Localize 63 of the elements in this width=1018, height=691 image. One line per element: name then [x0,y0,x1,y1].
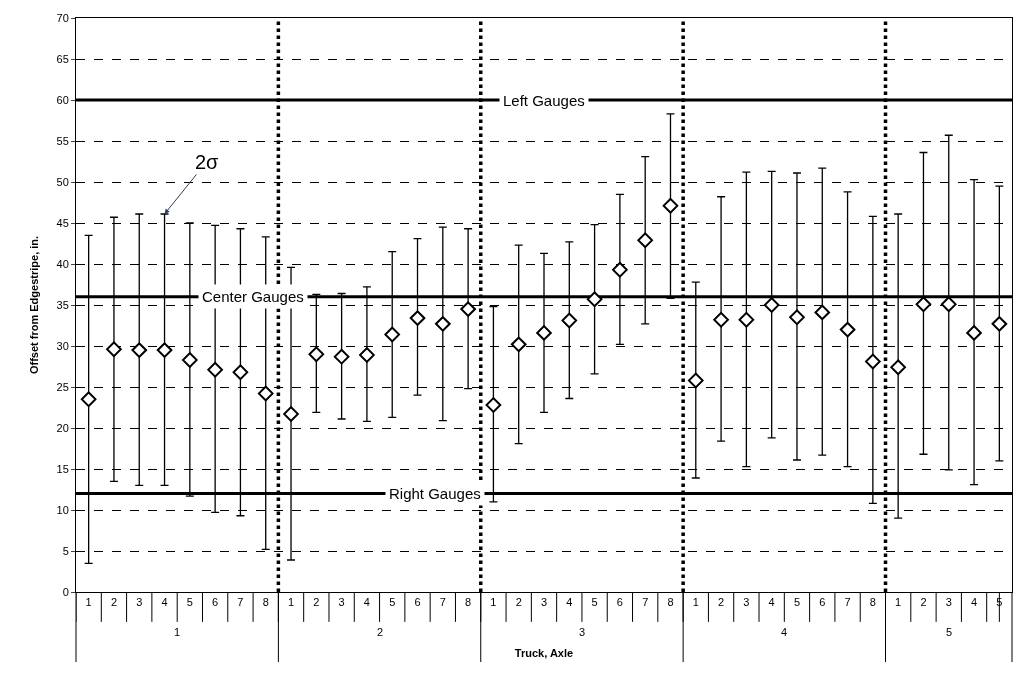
x-tick-label: 3 [338,596,345,609]
y-tick-label: 40 [56,257,69,270]
y-tick-label: 70 [56,11,69,24]
y-tick-label: 45 [56,216,69,229]
x-tick-label: 2 [718,596,725,609]
x-tick-label: 1 [895,596,902,609]
y-axis-title: Offset from Edgestripe, in. [28,235,41,375]
x-tick-label: 4 [566,596,573,609]
x-tick-label: 5 [186,596,193,609]
x-tick-label: 8 [869,596,876,609]
x-tick-label: 4 [970,596,978,609]
x-tick-label: 5 [793,596,801,609]
x-tick-label: 3 [743,596,750,609]
x-axis-title: Truck, Axle [514,647,574,660]
x-tick-label: 8 [667,596,674,609]
x-tick-label: 2 [515,596,522,609]
y-tick-label: 35 [56,298,69,311]
x-tick-label: 6 [414,596,421,609]
text: 2 [377,626,384,638]
x-tick-label: 7 [642,596,649,609]
y-tick-label: 10 [56,503,69,516]
x-tick-label: 1 [692,596,699,609]
y-tick-label: 50 [56,175,69,188]
x-tick-label: 4 [161,596,168,609]
y-tick-label: 25 [56,380,69,393]
y-tick-label: 0 [62,585,69,598]
x-tick-label: 4 [363,596,370,609]
x-tick-label: 1 [287,596,295,609]
x-tick-label: 6 [819,596,826,609]
text: 5 [946,626,953,638]
y-tick-label: 15 [56,462,69,475]
y-tick-label: 5 [62,544,69,557]
annotation: 2σ [195,151,220,173]
x-tick-label: 8 [465,596,472,609]
text: 4 [781,626,788,638]
x-tick-label: 7 [237,596,244,609]
x-tick-label: 6 [212,596,219,609]
x-tick-label: 1 [490,596,497,609]
x-tick-label: 7 [439,596,446,609]
ref-line-label: Center Gauges [202,288,304,305]
y-tick-label: 55 [56,134,69,147]
ref-line-label: Right Gauges [389,485,481,502]
x-tick-label: 1 [85,596,92,609]
y-tick-label: 65 [56,52,69,65]
text: 3 [579,626,586,638]
y-tick-label: 60 [56,93,69,106]
y-tick-label: 20 [56,421,69,434]
text: 1 [174,626,181,638]
ref-line-label: Left Gauges [503,92,585,109]
x-tick-label: 4 [768,596,775,609]
x-tick-label: 6 [616,596,623,609]
x-tick-label: 2 [920,596,927,609]
x-tick-label: 8 [262,596,269,609]
y-tick-label: 30 [56,339,69,352]
x-tick-label: 5 [996,596,1003,609]
x-tick-label: 3 [945,596,952,609]
x-tick-label: 5 [389,596,396,609]
x-tick-label: 7 [844,596,851,609]
x-tick-label: 2 [313,596,320,609]
x-tick-label: 3 [136,596,143,609]
x-tick-label: 2 [110,596,118,609]
x-tick-label: 3 [540,596,548,609]
x-tick-label: 5 [591,596,598,609]
